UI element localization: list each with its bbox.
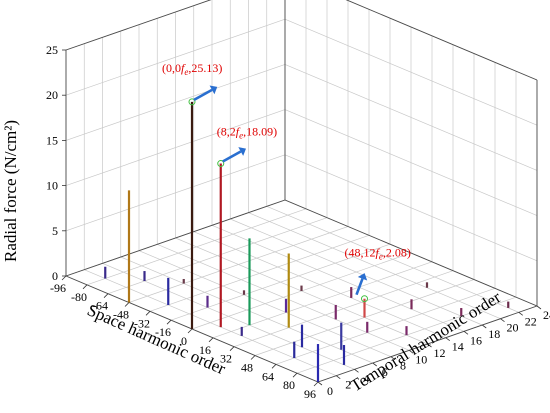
x-tick-label: 16 (199, 343, 211, 357)
y-tick-label: 4 (364, 371, 370, 385)
x-tick-mark (103, 293, 109, 298)
x-tick-mark (166, 319, 172, 325)
floor-grid-y (230, 218, 483, 326)
y-tick-mark (390, 356, 396, 360)
y-tick-mark (463, 331, 469, 335)
z-tick-label: 25 (46, 43, 58, 57)
annotation-arrowhead (357, 273, 368, 281)
floor-grid-y (120, 256, 373, 364)
x-tick-mark (82, 284, 88, 290)
z-tick-label: 10 (46, 179, 58, 193)
y-tick-label: 20 (507, 321, 519, 335)
z-axis-title: Radial force (N/cm²) (1, 120, 20, 262)
y-tick-label: 10 (415, 352, 427, 366)
left-wall-grid-z (65, 64, 286, 141)
y-tick-mark (336, 375, 341, 379)
y-tick-mark (500, 318, 505, 322)
annotation-arrow (222, 150, 242, 163)
x-tick-mark (229, 346, 235, 351)
x-tick-mark (145, 311, 151, 316)
floor-grid-y (193, 231, 446, 338)
x-tick-label: -64 (92, 299, 108, 313)
annotation-marker (217, 160, 225, 168)
x-tick-mark (271, 364, 277, 369)
y-tick-mark (427, 343, 432, 348)
x-tick-mark (124, 302, 130, 307)
floor-grid-y (211, 225, 465, 332)
annotations-layer: (0,0fe,25.13) (8,2fe,18.09) (48,12fe,2.08) (162, 61, 411, 303)
left-wall-grid-z (65, 18, 286, 96)
y-tick-label: 22 (525, 314, 537, 328)
x-tick-label: 0 (181, 334, 187, 348)
x-tick-label: 48 (241, 361, 253, 375)
back-wall-grid-z (284, 109, 538, 216)
x-tick-mark (292, 372, 298, 378)
annotation-arrow (193, 88, 213, 101)
y-tick-label: 0 (327, 384, 333, 398)
x-tick-label: -32 (134, 316, 150, 330)
y-tick-label: 18 (488, 327, 500, 341)
x-tick-label: 64 (262, 369, 274, 383)
axis-frame-edge (345, 0, 538, 81)
annotation-arrow (355, 278, 364, 296)
y-tick-mark (536, 305, 542, 310)
y-tick-mark (317, 381, 323, 386)
annotation-marker (188, 98, 196, 106)
y-tick-mark (482, 324, 487, 329)
x-tick-label: 80 (283, 378, 295, 392)
axis-frame-edge (65, 0, 212, 51)
x-tick-mark (250, 355, 256, 360)
left-wall-grid-z (65, 109, 286, 186)
x-tick-mark (61, 275, 67, 281)
x-axis-title: Space harmonic order (84, 300, 228, 378)
y-tick-mark (518, 312, 523, 316)
y-tick-label: 16 (470, 333, 482, 347)
z-tick-label: 0 (52, 269, 58, 283)
floor-grid-y (266, 206, 519, 313)
z-tick-label: 15 (46, 133, 58, 147)
axis-frame-edge (65, 199, 286, 277)
y-tick-label: 6 (382, 365, 388, 379)
annotation-label: (8,2fe,18.09) (217, 125, 277, 141)
x-tick-label: -16 (155, 325, 171, 339)
y-tick-mark (409, 350, 414, 354)
y-tick-label: 8 (400, 359, 406, 373)
annotation-label: (0,0fe,25.13) (162, 61, 222, 77)
x-tick-mark (313, 381, 319, 387)
y-tick-mark (372, 362, 377, 367)
y-tick-label: 14 (452, 340, 464, 354)
left-wall-grid-z (65, 154, 286, 232)
annotation-marker (361, 295, 368, 303)
y-tick-mark (445, 337, 450, 341)
floor-grid-y (157, 244, 410, 351)
ticks-layer: 0510152025-96-80-64-48-32-16016324864809… (46, 43, 550, 401)
axis-frame-edge (284, 199, 538, 307)
z-tick-label: 20 (46, 88, 58, 102)
x-tick-label: 32 (220, 352, 232, 366)
y-tick-label: 2 (345, 378, 351, 392)
back-wall-grid-z (284, 154, 538, 262)
annotation-arrowhead (209, 85, 218, 95)
back-wall-grid-z (284, 18, 538, 126)
x-tick-label: -96 (50, 281, 66, 295)
y-tick-mark (354, 369, 359, 373)
x-tick-mark (187, 328, 193, 334)
annotation-label: (48,12fe,2.08) (345, 246, 411, 262)
y-tick-label: 12 (434, 346, 446, 360)
floor-grid-y (248, 212, 501, 319)
x-tick-label: -80 (71, 290, 87, 304)
x-tick-mark (208, 337, 214, 343)
z-tick-label: 5 (52, 224, 58, 238)
y-tick-label: 24 (543, 308, 550, 322)
x-tick-label: -48 (113, 308, 129, 322)
back-wall-grid-z (284, 64, 538, 171)
bars-layer (104, 101, 510, 382)
annotation-arrowhead (238, 147, 246, 156)
x-tick-label: 96 (304, 387, 316, 401)
floor-grid-y (138, 250, 392, 357)
